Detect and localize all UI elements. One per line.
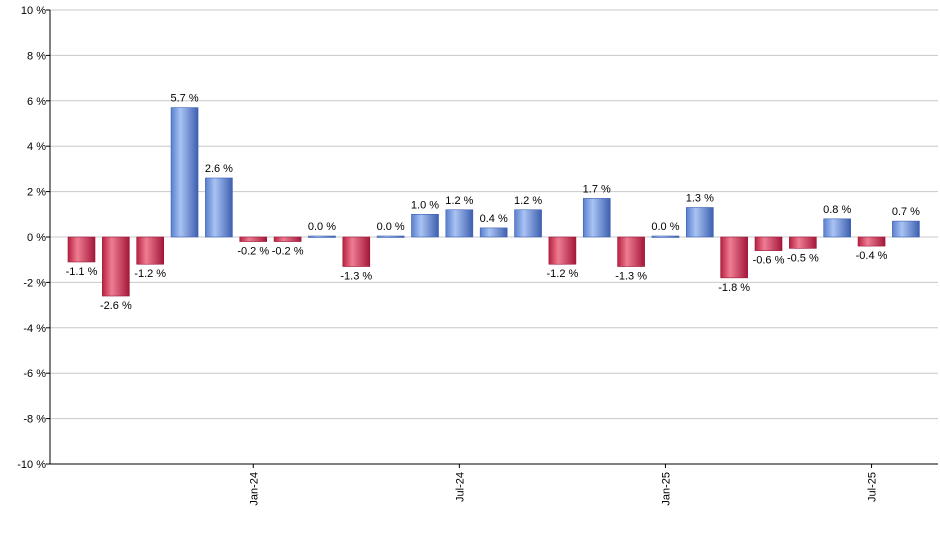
bar <box>205 177 233 238</box>
y-tick-label: 0 % <box>27 232 46 244</box>
data-labels: -1.1 % -2.6 % -1.2 % 5.7 % 2.6 % -0.2 % -0.2 %… <box>66 93 921 312</box>
y-tick-label: 6 % <box>27 96 46 108</box>
bar <box>617 236 645 267</box>
data-label: 5.7 % <box>170 93 198 105</box>
data-label: -0.5 % <box>787 252 819 264</box>
x-tick-label: Jul-25 <box>867 472 879 502</box>
bar <box>685 207 714 238</box>
bar <box>411 214 439 238</box>
data-label: -0.2 % <box>237 246 269 258</box>
y-tick-label: 2 % <box>27 187 46 199</box>
data-label: 1.7 % <box>583 183 611 195</box>
bar <box>582 198 611 238</box>
bar <box>273 236 302 242</box>
bar <box>789 236 817 249</box>
data-label: 0.0 % <box>651 221 679 233</box>
bar <box>651 235 680 238</box>
data-label: 0.4 % <box>480 213 508 225</box>
bar <box>376 235 405 238</box>
y-tick-label: -10 % <box>17 459 46 471</box>
data-label: 1.0 % <box>411 199 439 211</box>
y-tick-label: 4 % <box>27 141 46 153</box>
y-tick-label: 10 % <box>21 5 46 17</box>
data-label: 1.2 % <box>445 195 473 207</box>
data-label: 1.3 % <box>686 192 714 204</box>
bar <box>102 236 130 297</box>
bar <box>548 236 577 265</box>
x-tick-label: Jul-24 <box>454 472 466 502</box>
bar <box>342 236 371 267</box>
y-tick-label: -6 % <box>23 368 46 380</box>
data-label: -0.4 % <box>856 250 888 262</box>
bar <box>857 236 886 247</box>
data-label: -1.8 % <box>718 282 750 294</box>
data-label: -1.3 % <box>340 271 372 283</box>
y-tick-label: 8 % <box>27 50 46 62</box>
data-label: 0.7 % <box>892 206 920 218</box>
data-label: -1.1 % <box>66 266 98 278</box>
data-label: 0.0 % <box>308 221 336 233</box>
data-label: 0.0 % <box>377 221 405 233</box>
bar <box>239 236 268 242</box>
data-label: -1.2 % <box>547 268 579 280</box>
bar <box>892 220 920 238</box>
x-tick-label: Jan-25 <box>660 472 672 506</box>
bar <box>170 107 199 238</box>
bar <box>514 209 542 238</box>
y-tick-label: -8 % <box>23 414 46 426</box>
data-label: -1.3 % <box>615 271 647 283</box>
y-tick-label: -2 % <box>23 277 46 289</box>
data-label: -1.2 % <box>134 268 166 280</box>
data-label: -0.6 % <box>753 255 785 267</box>
bar <box>823 218 852 238</box>
y-tick-label: -4 % <box>23 323 46 335</box>
bar <box>720 236 748 279</box>
bar <box>308 235 336 238</box>
bar <box>445 209 474 238</box>
x-axis-tick-labels: Jan-24 Jul-24 Jan-25 Jul-25 <box>248 464 879 506</box>
data-label: -2.6 % <box>100 300 132 312</box>
data-label: 1.2 % <box>514 195 542 207</box>
x-tick-label: Jan-24 <box>248 472 260 506</box>
y-axis-tick-labels: 10 % 8 % 6 % 4 % 2 % 0 % -2 % -4 % -6 % -8 % -10 % <box>17 5 50 471</box>
bar <box>479 227 508 238</box>
bar <box>67 236 96 263</box>
bar <box>754 236 783 251</box>
data-label: 0.8 % <box>823 204 851 216</box>
data-label: -0.2 % <box>272 246 304 258</box>
data-label: 2.6 % <box>205 163 233 175</box>
bars <box>67 107 920 297</box>
bar <box>136 236 164 265</box>
